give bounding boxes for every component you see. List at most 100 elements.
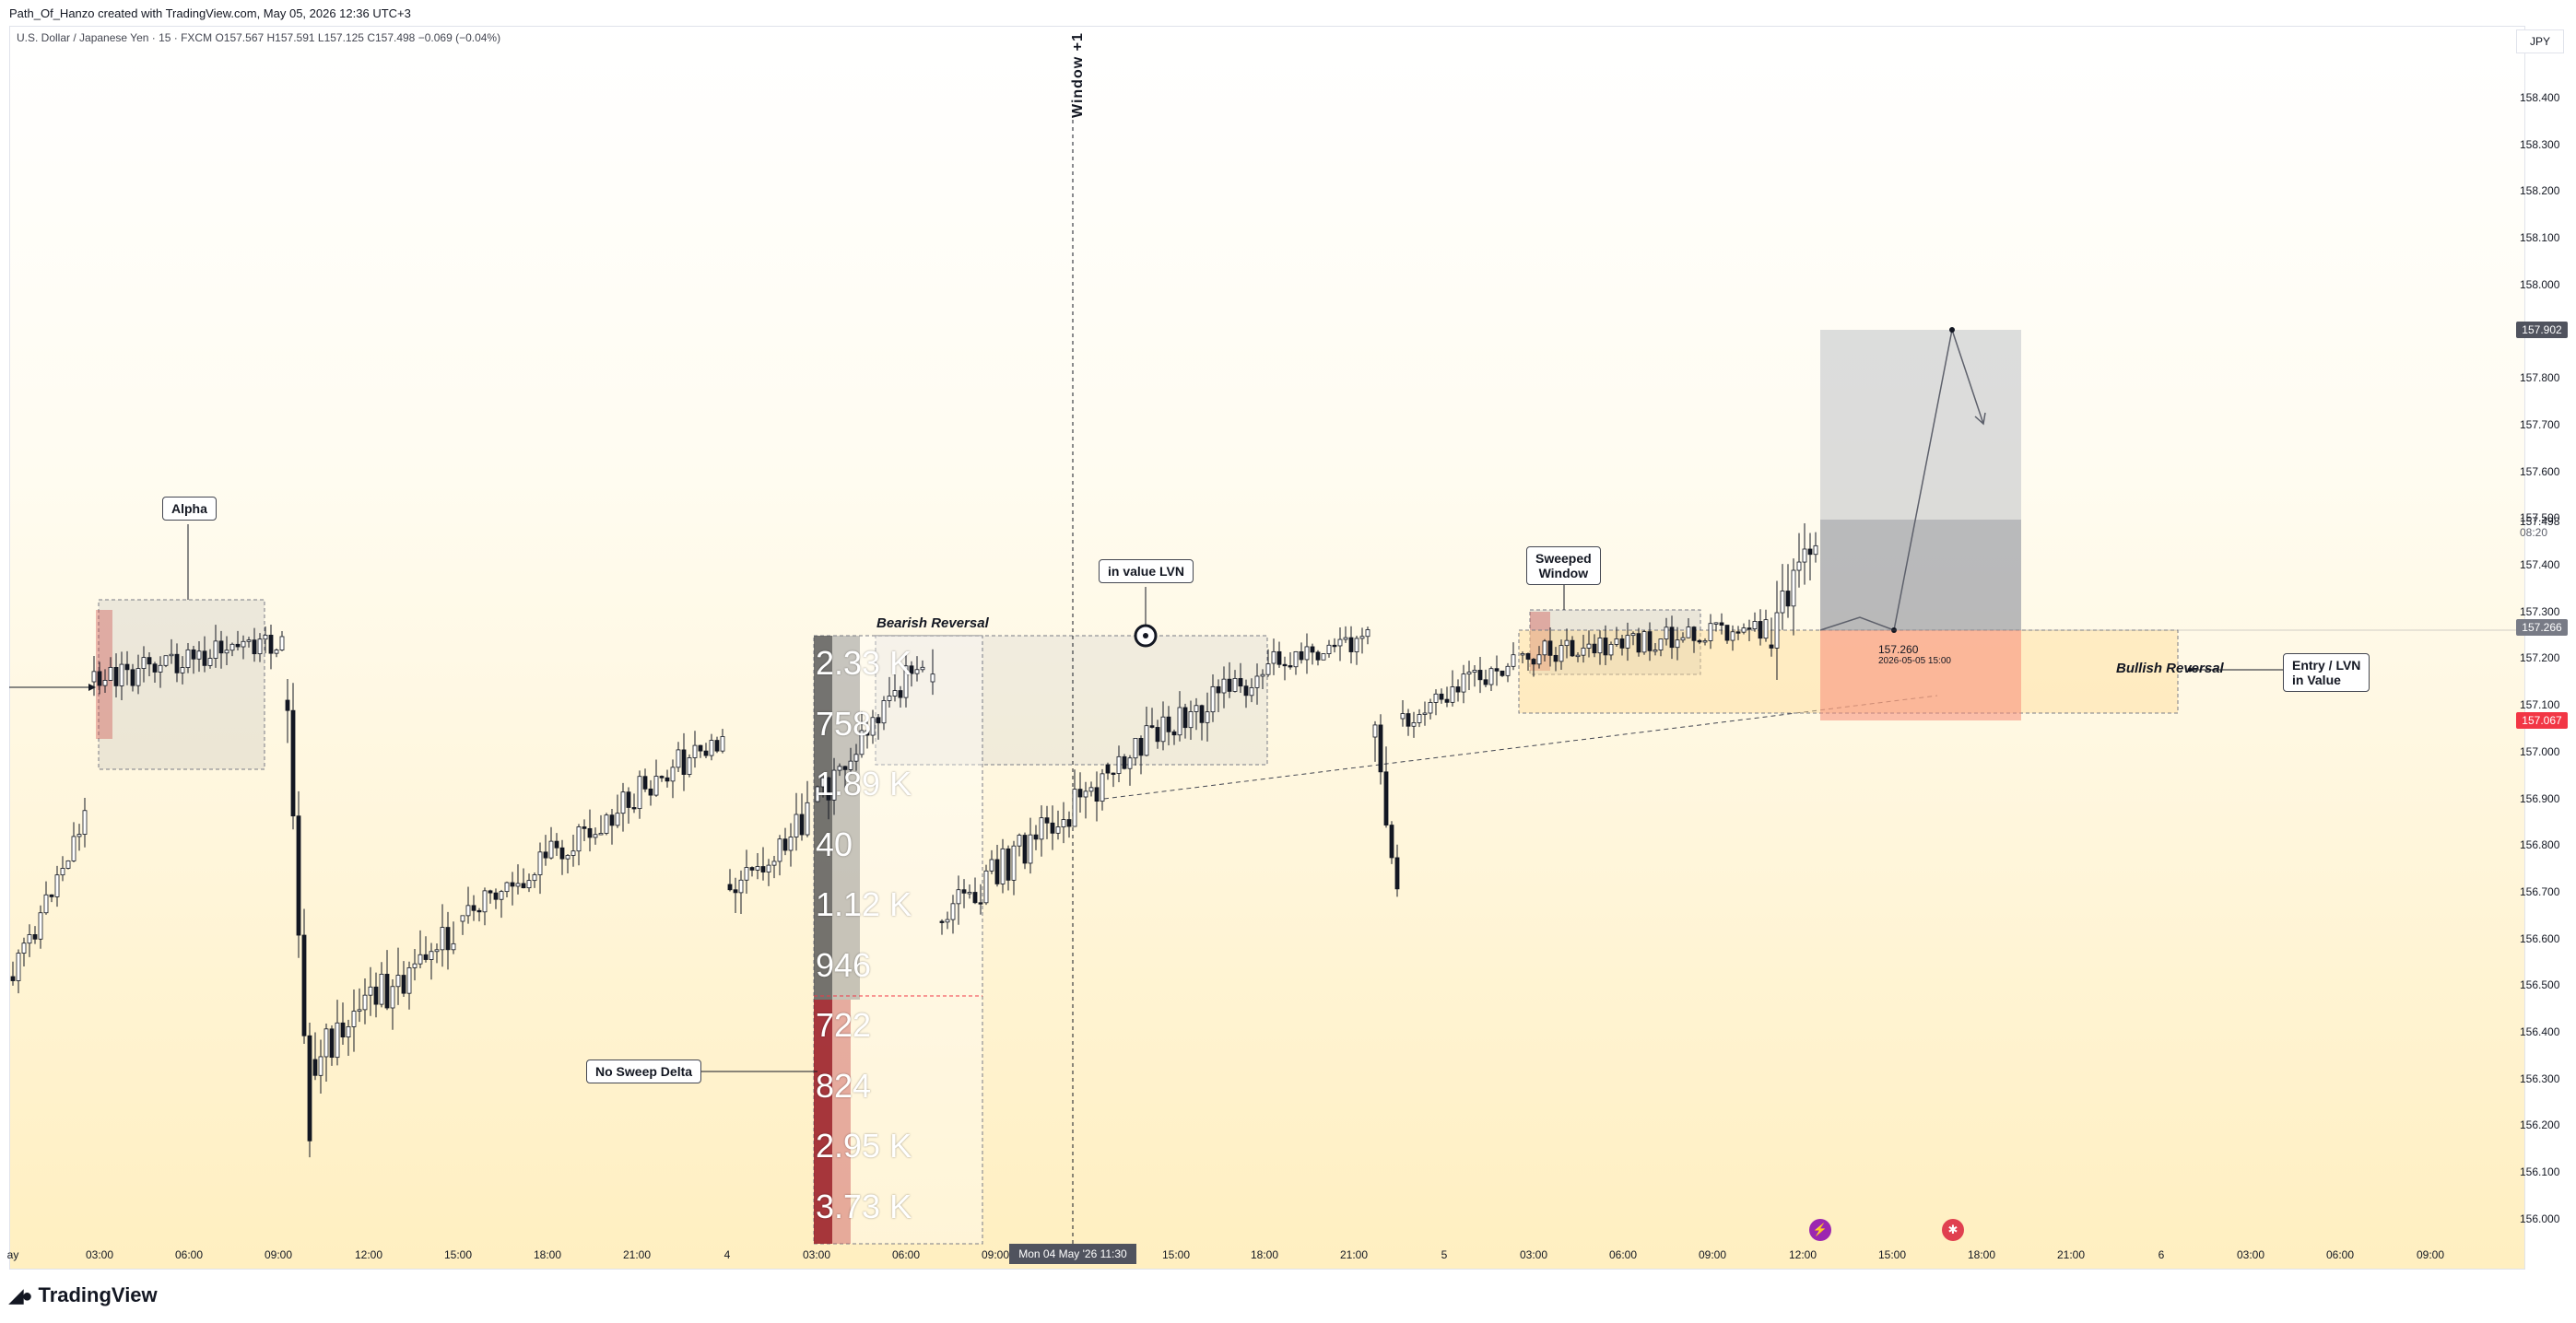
candle-body (749, 867, 755, 871)
last-price-label: 157.498 (2520, 515, 2560, 528)
time-tick: 12:00 (354, 1248, 383, 1261)
time-tick: 4 (723, 1248, 731, 1261)
candle-body (1691, 626, 1697, 641)
trend-line[interactable] (1103, 695, 1938, 800)
candle-body (771, 861, 777, 866)
alpha-range-box[interactable] (98, 599, 265, 770)
candle-body (788, 837, 794, 851)
currency-selector[interactable]: JPY (2516, 29, 2564, 53)
price-tick: 158.300 (2520, 137, 2560, 151)
candle-body (1072, 789, 1077, 827)
price-tick: 157.000 (2520, 744, 2560, 758)
tradingview-logo[interactable]: ◢● TradingView (9, 1283, 158, 1307)
lvn-marker-dot (1143, 633, 1148, 638)
candle-body (914, 669, 920, 674)
window-plus-one-label[interactable]: Window +1 (1070, 32, 1086, 118)
candle-body (323, 1028, 329, 1058)
price-tick: 157.400 (2520, 558, 2560, 571)
candle-body (1630, 633, 1636, 637)
candle-body (1625, 635, 1630, 649)
candle-body (504, 882, 510, 893)
sweeped-window-callout[interactable]: Sweeped Window (1526, 546, 1601, 585)
bearish-reversal-box[interactable] (875, 635, 1268, 766)
price-tick: 156.700 (2520, 884, 2560, 898)
candle-body (384, 973, 390, 1009)
candle-body (499, 891, 504, 900)
candle-body (1000, 848, 1006, 884)
candle-body (865, 730, 870, 736)
alpha-callout[interactable]: Alpha (162, 497, 217, 521)
candle-body (648, 788, 653, 796)
candle-body (43, 894, 49, 914)
candle-body (1116, 755, 1122, 774)
candle-body (1177, 707, 1182, 736)
candle-body (1747, 627, 1752, 630)
candle-body (163, 655, 169, 666)
target-price-label: 157.902 (2516, 322, 2568, 338)
candle-body (1724, 625, 1730, 641)
bearish-reversal-label[interactable]: Bearish Reversal (876, 615, 989, 631)
candlestick-series[interactable] (10, 522, 1818, 1158)
symbol-legend[interactable]: U.S. Dollar / Japanese Yen · 15 · FXCM O… (17, 31, 500, 44)
candle-body (1774, 612, 1780, 649)
candle-body (1411, 722, 1417, 727)
lightning-event-icon[interactable]: ⚡ (1809, 1219, 1831, 1241)
candle-body (1061, 819, 1066, 827)
candle-body (989, 859, 994, 872)
candle-body (488, 890, 493, 894)
candle-body (1006, 848, 1011, 881)
candle-body (1525, 653, 1531, 660)
position-stop-zone[interactable] (1820, 630, 2021, 720)
candle-body (1608, 644, 1614, 656)
candle-body (1199, 705, 1205, 723)
candle-body (1210, 685, 1216, 713)
candle-body (124, 663, 130, 671)
candle-body (1094, 787, 1100, 802)
candle-body (373, 986, 379, 1005)
candle-body (1636, 633, 1641, 653)
time-tick: 21:00 (622, 1248, 652, 1261)
chart-attribution: Path_Of_Hanzo created with TradingView.c… (9, 6, 411, 20)
ohlc-change: −0.069 (−0.04%) (418, 31, 501, 44)
candle-body (185, 649, 191, 668)
candle-body (1796, 561, 1802, 571)
us-flag-event-icon[interactable]: ✱ (1942, 1219, 1964, 1241)
candle-body (213, 640, 218, 659)
in-value-lvn-callout[interactable]: in value LVN (1099, 559, 1194, 583)
time-tick: 15:00 (443, 1248, 473, 1261)
candle-body (91, 671, 97, 683)
candle-body (983, 870, 989, 904)
candle-body (1547, 640, 1553, 656)
candle-body (329, 1028, 335, 1059)
time-tick: 03:00 (802, 1248, 831, 1261)
volume-profile-value: 946 (816, 945, 872, 984)
time-tick: 21:00 (2056, 1248, 2086, 1261)
ohlc-low: L157.125 (317, 31, 364, 44)
candle-body (755, 866, 760, 871)
symbol-name[interactable]: U.S. Dollar / Japanese Yen · 15 · FXCM (17, 31, 213, 44)
no-sweep-delta-callout[interactable]: No Sweep Delta (586, 1060, 702, 1083)
candle-body (653, 776, 659, 796)
candle-body (76, 834, 82, 837)
sweeped-window-line1: Sweeped (1535, 551, 1592, 566)
candle-body (434, 949, 440, 953)
candle-body (1807, 548, 1813, 556)
candle-body (521, 883, 526, 889)
crosshair-time-label: Mon 04 May '26 11:30 (1009, 1244, 1136, 1264)
entry-lvn-callout[interactable]: Entry / LVN in Value (2283, 653, 2370, 692)
candle-body (994, 859, 1000, 884)
candle-body (681, 749, 687, 775)
candle-body (1647, 631, 1653, 651)
position-profit-zone[interactable] (1820, 330, 2021, 630)
candle-body (659, 776, 665, 779)
candle-body (1315, 651, 1321, 661)
candle-body (1122, 755, 1127, 769)
candle-body (263, 634, 268, 640)
volume-profile-value: 1.12 K (816, 885, 912, 923)
bullish-reversal-label[interactable]: Bullish Reversal (2116, 661, 2224, 676)
candle-body (1299, 650, 1304, 661)
candle-body (1802, 548, 1807, 563)
price-tick: 157.700 (2520, 417, 2560, 431)
candle-body (1500, 670, 1505, 676)
candle-body (510, 882, 515, 887)
